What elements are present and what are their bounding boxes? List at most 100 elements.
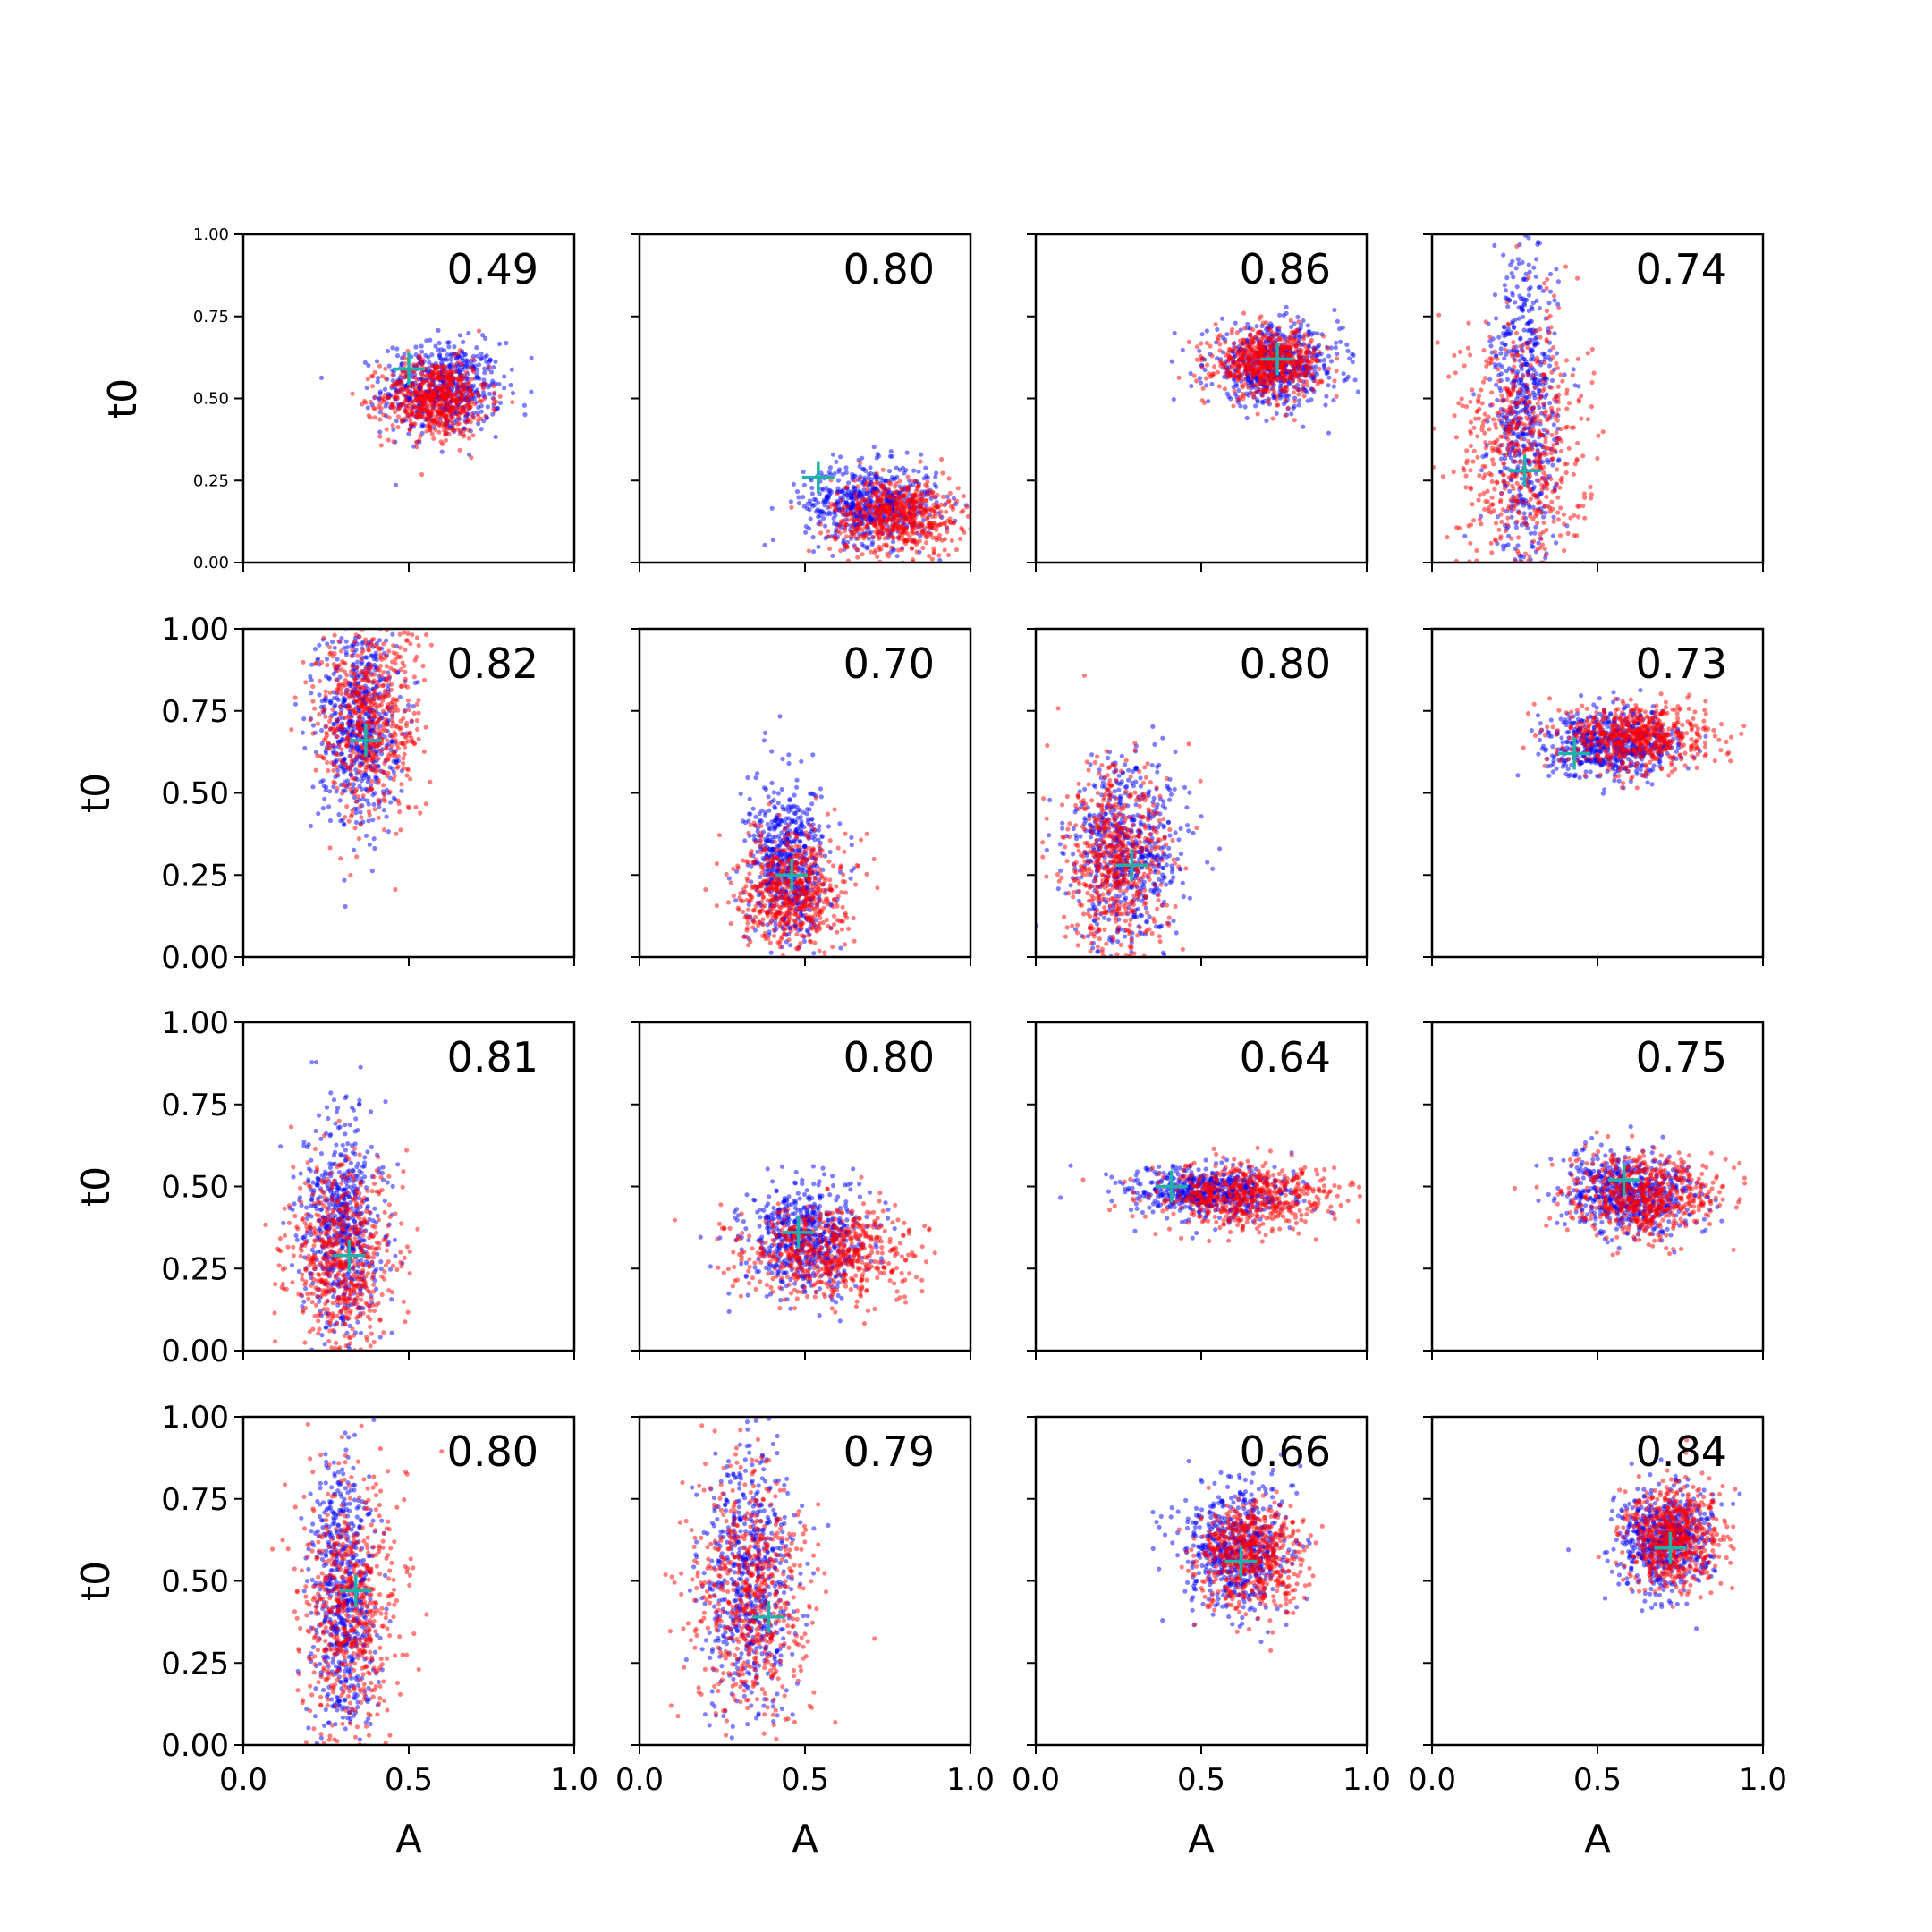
red-point — [1463, 404, 1470, 410]
red-point — [419, 471, 425, 478]
red-point — [445, 418, 451, 423]
red-point — [1555, 495, 1561, 500]
red-point — [1497, 410, 1503, 415]
panel-annotation: 0.74 — [1636, 245, 1727, 293]
red-point — [1224, 367, 1230, 372]
blue-point — [383, 403, 388, 409]
blue-point — [1254, 324, 1259, 329]
blue-point — [1502, 356, 1507, 361]
red-point — [1258, 369, 1264, 375]
red-point — [841, 504, 846, 510]
red-point — [1528, 362, 1533, 368]
blue-point — [1315, 331, 1320, 336]
red-point — [441, 386, 446, 392]
blue-point — [479, 409, 484, 414]
red-point — [1283, 384, 1288, 389]
red-point — [1531, 492, 1537, 498]
red-point — [916, 498, 921, 504]
red-point — [1545, 316, 1550, 321]
red-point — [373, 394, 378, 400]
red-point — [1545, 276, 1550, 282]
blue-point — [1513, 213, 1517, 217]
red-point — [444, 398, 449, 404]
blue-point — [1355, 389, 1360, 394]
blue-point — [874, 455, 879, 461]
red-point — [1261, 381, 1267, 386]
red-point — [403, 409, 409, 414]
red-point — [1475, 399, 1481, 404]
red-point — [1510, 426, 1515, 431]
red-point — [393, 410, 398, 415]
blue-point — [1305, 398, 1310, 403]
red-point — [877, 544, 882, 549]
red-point — [1535, 413, 1540, 419]
red-point — [1495, 480, 1500, 486]
red-point — [887, 507, 893, 513]
red-point — [847, 512, 852, 517]
red-point — [1530, 580, 1534, 585]
red-point — [390, 372, 395, 377]
blue-point — [446, 344, 452, 350]
red-point — [424, 416, 429, 422]
red-point — [1551, 519, 1556, 524]
blue-point — [1501, 573, 1505, 578]
red-point — [852, 478, 858, 483]
red-point — [1249, 335, 1254, 341]
blue-point — [1345, 348, 1351, 353]
red-point — [1502, 461, 1507, 466]
red-point — [1566, 401, 1572, 406]
red-point — [462, 375, 468, 380]
red-point — [418, 434, 423, 439]
red-point — [1513, 358, 1518, 363]
red-point — [1509, 399, 1514, 405]
red-point — [1564, 387, 1570, 393]
red-point — [923, 540, 928, 546]
red-point — [1503, 529, 1508, 534]
red-point — [1226, 356, 1232, 361]
red-point — [1298, 378, 1304, 384]
blue-point — [1516, 261, 1521, 267]
plus-marker — [801, 461, 835, 494]
red-point — [1305, 383, 1310, 388]
blue-point — [1291, 405, 1296, 411]
red-point — [386, 437, 391, 443]
red-point — [1468, 419, 1473, 425]
red-point — [410, 383, 415, 388]
red-point — [1292, 361, 1298, 368]
red-point — [1496, 444, 1502, 450]
red-point — [1267, 351, 1273, 356]
red-point — [1528, 513, 1533, 519]
red-point — [848, 534, 853, 539]
blue-point — [1495, 397, 1500, 402]
red-point — [399, 419, 404, 424]
blue-point — [1523, 297, 1530, 303]
red-point — [1519, 436, 1524, 442]
panel-1-3: 0.86 — [1027, 233, 1368, 572]
red-point — [418, 382, 424, 387]
red-point — [844, 504, 851, 510]
red-point — [1520, 499, 1526, 504]
red-point — [1493, 421, 1498, 427]
red-point — [408, 419, 413, 424]
red-point — [1241, 351, 1247, 356]
blue-point — [1524, 321, 1530, 326]
red-point — [861, 536, 867, 541]
red-point — [959, 525, 964, 530]
red-point — [845, 517, 852, 522]
red-point — [1315, 359, 1320, 364]
red-point — [927, 554, 932, 559]
red-point — [1496, 378, 1502, 384]
red-point — [904, 513, 911, 519]
blue-point — [1479, 575, 1484, 580]
red-point — [976, 492, 980, 496]
blue-point — [830, 553, 835, 558]
red-point — [1421, 494, 1426, 498]
blue-point — [817, 508, 822, 513]
blue-point — [1480, 453, 1486, 460]
red-point — [1561, 512, 1567, 517]
red-point — [368, 399, 373, 404]
red-point — [462, 411, 469, 417]
red-point — [1574, 458, 1580, 463]
red-point — [1317, 366, 1322, 371]
red-point — [1579, 416, 1584, 421]
